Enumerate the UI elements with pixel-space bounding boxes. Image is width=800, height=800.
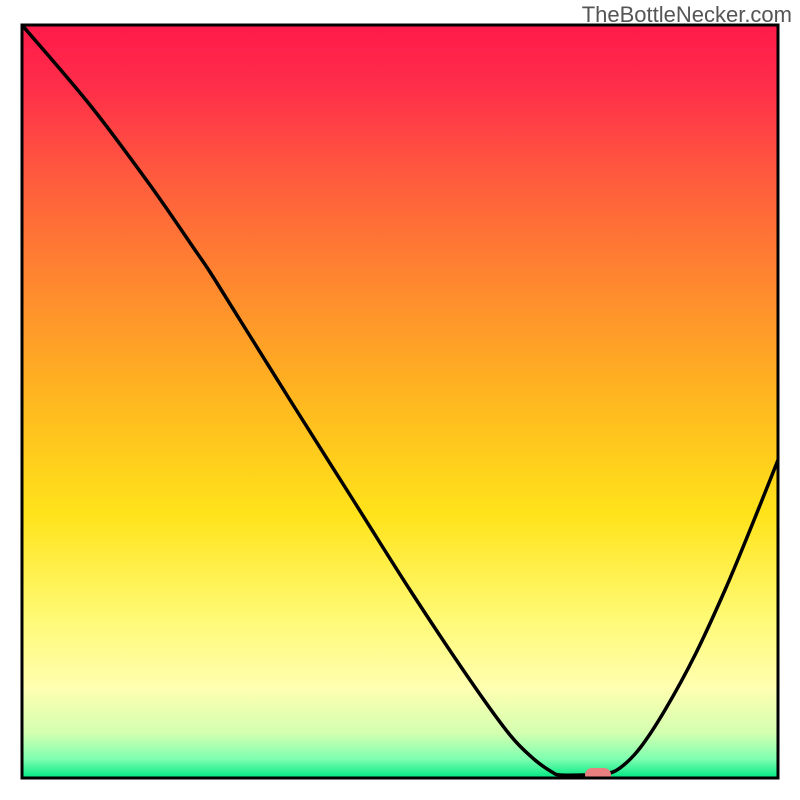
plot-area xyxy=(22,25,778,782)
optimum-marker xyxy=(585,768,611,782)
watermark-text: TheBottleNecker.com xyxy=(582,2,792,28)
gradient-background xyxy=(22,25,778,778)
chart-root: TheBottleNecker.com xyxy=(0,0,800,800)
bottleneck-chart xyxy=(0,0,800,800)
